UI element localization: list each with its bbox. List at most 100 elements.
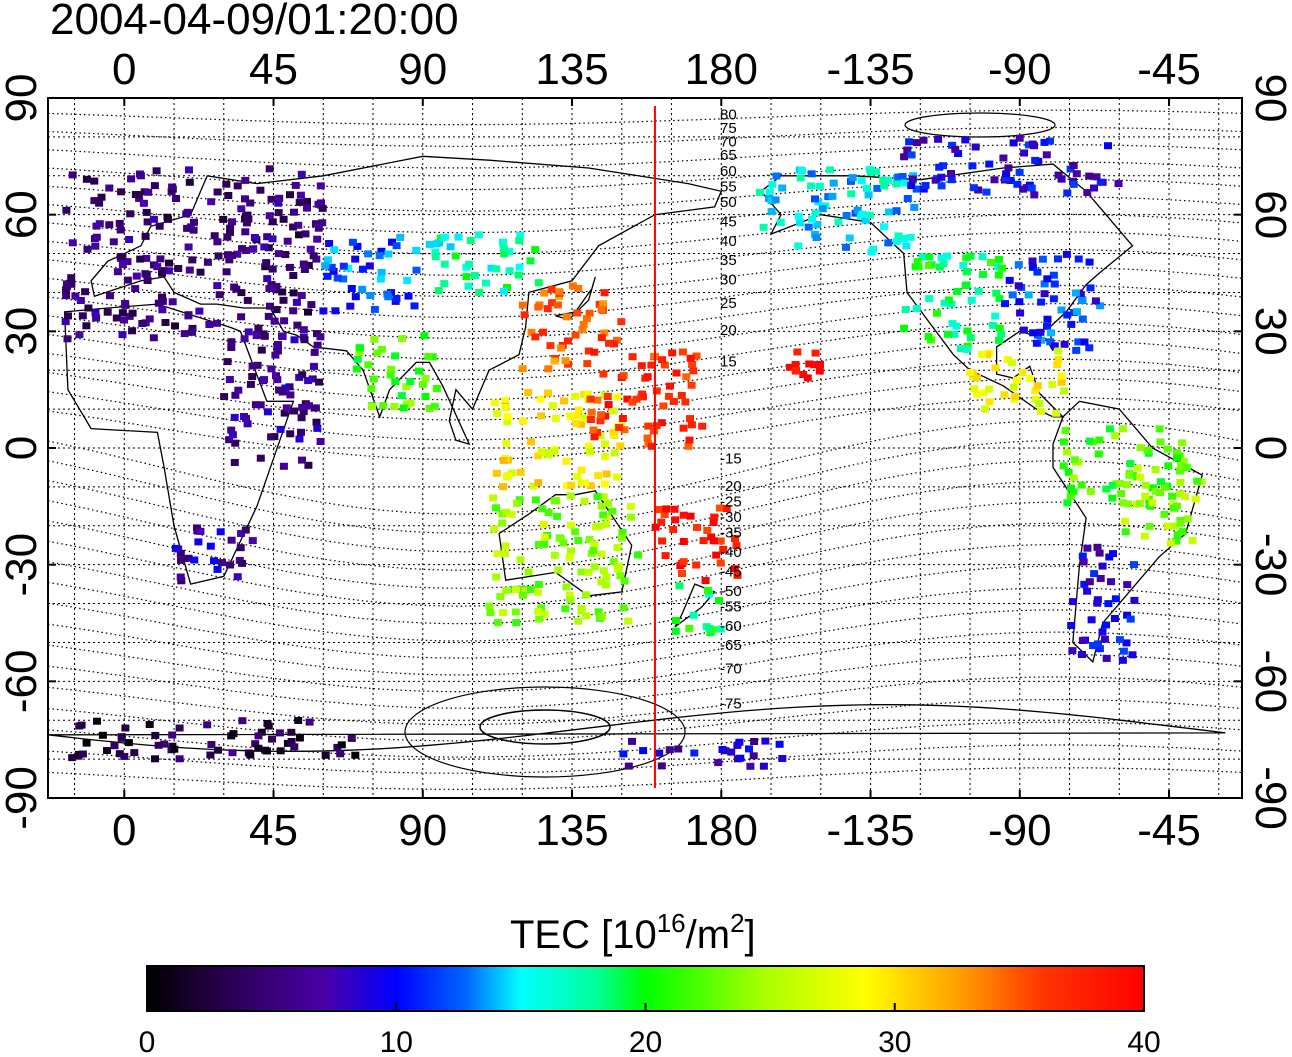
tec-point-north-africa-mideast [300,336,309,344]
tec-point-philippines-indonesia [551,414,560,422]
tec-point-europe [195,307,204,315]
tec-point-europe [228,218,236,226]
lat-tick-label-left: 90 [0,74,46,123]
tec-point-europe [123,258,132,266]
tec-point-europe [63,335,72,343]
tec-point-south-africa [194,538,203,546]
tec-point-alaska-canada-west [807,170,816,178]
tec-point-usa-east [1062,250,1071,258]
tec-point-europe [293,321,302,329]
tec-point-brazil [1176,519,1185,527]
tec-point-europe [113,268,122,276]
tec-point-australia [597,578,606,586]
tec-point-canada-north [900,153,909,161]
tec-point-alaska-canada-west [767,197,776,205]
tec-point-usa-east [1028,257,1037,265]
tec-point-australia [553,512,562,520]
tec-point-north-africa-mideast [316,438,325,445]
tec-point-antarctic-west [268,735,276,743]
tec-point-philippines-indonesia [612,473,621,481]
tec-point-south-america-north [1136,444,1145,452]
tec-point-alaska-canada-west [796,219,805,227]
tec-point-central-america [1054,347,1063,355]
tec-point-antarctic-west [228,749,237,757]
contour-line [48,126,1242,147]
tec-point-pacific-south [730,565,739,573]
tec-point-canada-north [951,145,960,153]
tec-point-europe [158,293,166,301]
tec-point-south-africa [190,556,199,564]
tec-point-central-asia [487,264,496,272]
tec-point-canada-north [1030,191,1039,199]
tec-point-pacific-south [678,570,686,577]
tec-point-pacific-south [701,577,710,585]
tec-point-alaska-canada-west [776,218,785,226]
tec-point-australia [593,493,602,501]
tec-point-usa-east [1043,315,1052,323]
tec-point-antarctic-west [238,717,247,725]
tec-point-alaska-canada-west [771,196,780,204]
tec-point-south-africa [196,527,205,535]
tec-point-europe [143,218,152,226]
tec-point-india [367,385,376,393]
tec-point-india [391,352,400,360]
tec-point-usa-east [1043,275,1052,283]
tec-point-antarctic-west [77,721,86,729]
tec-point-central-america [966,369,975,376]
tec-point-australia [618,528,627,536]
tec-point-south-america-north [1177,462,1186,469]
tec-point-europe [301,230,310,238]
tec-point-antarctic-east [749,752,758,760]
tec-point-philippines-indonesia [566,412,575,420]
tec-point-brazil [1121,528,1130,536]
tec-point-pacific-west [678,348,687,356]
tec-point-usa-east [1096,302,1105,310]
tec-point-europe-east [321,262,330,270]
tec-point-pacific-south [709,537,718,545]
tec-point-philippines-indonesia [571,392,580,400]
tec-point-australia [512,619,521,627]
tec-point-central-asia [526,257,535,265]
tec-point-philippines-indonesia [563,482,572,490]
tec-point-europe-east [323,272,332,280]
tec-point-australia [507,510,516,518]
tec-point-australia [566,591,575,599]
lon-tick-label-top: 180 [685,45,758,94]
tec-point-pacific-west [669,398,678,405]
tec-point-europe-east [388,238,396,246]
tec-point-philippines-indonesia [602,470,611,478]
coastline-2 [498,490,633,597]
tec-point-india [373,349,382,357]
tec-point-europe [267,195,276,203]
tec-point-antarctic-west [117,733,126,741]
tec-point-usa-west [900,324,909,332]
tec-point-india [352,365,361,373]
tec-point-usa-west [997,330,1006,338]
tec-point-pacific-west [643,373,652,381]
tec-point-pacific-west [601,412,610,420]
tec-point-pacific-west [652,422,661,430]
tec-point-pacific-west [586,416,595,423]
tec-point-south-america-south [1115,636,1124,644]
tec-point-philippines-indonesia [516,468,525,476]
tec-point-pacific-south [732,542,741,550]
tec-point-pacific-west [668,349,677,357]
tec-point-india [353,355,362,363]
tec-point-europe [78,312,87,320]
tec-point-australia [516,556,525,564]
tec-point-japan-east-china [574,284,583,292]
tec-point-japan-east-china [571,331,580,339]
tec-point-canada-north [968,162,977,170]
contour-line [48,501,1242,589]
tec-point-antarctic-west [175,755,184,763]
tec-point-japan-east-china [600,289,609,297]
tec-point-south-america-north [1168,492,1177,500]
tec-point-alaska-canada-west [902,242,911,250]
tec-point-usa-east [1067,320,1076,328]
tec-point-alaska-canada-west [900,179,909,187]
tec-point-europe [184,311,193,319]
tec-point-alaska-canada-west [847,177,855,185]
tec-point-central-asia [492,265,501,273]
tec-point-central-asia [516,231,525,239]
tec-point-japan-east-china [520,311,529,319]
